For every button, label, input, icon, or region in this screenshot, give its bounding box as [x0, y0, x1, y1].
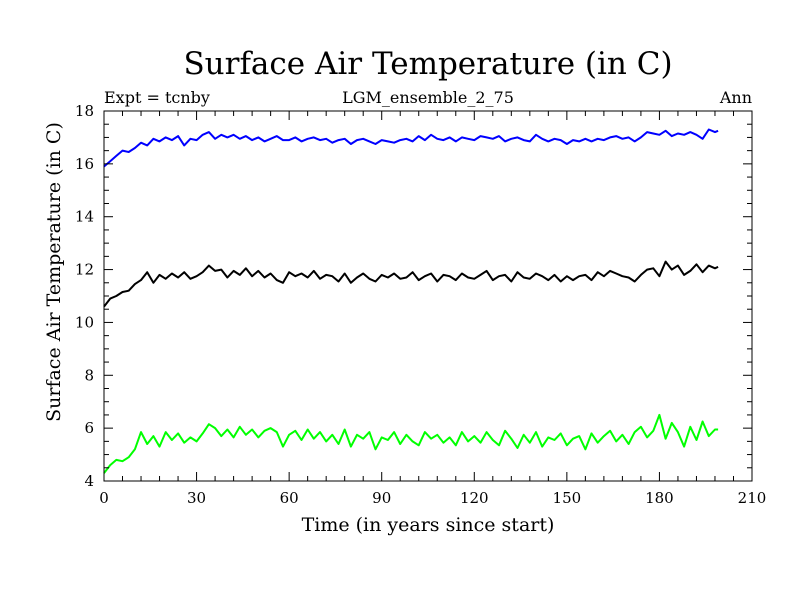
- y-tick-label: 14: [75, 208, 94, 226]
- series-layer: [103, 128, 719, 474]
- expt-label: Expt = tcnby: [104, 88, 210, 107]
- x-tick-label: 210: [738, 489, 767, 507]
- series-line-green: [103, 413, 719, 474]
- x-tick-label: 150: [553, 489, 582, 507]
- x-tick-label: 180: [645, 489, 674, 507]
- chart-title: Surface Air Temperature (in C): [183, 46, 672, 82]
- y-tick-label: 4: [84, 472, 94, 490]
- ensemble-label: LGM_ensemble_2_75: [342, 88, 514, 107]
- x-tick-label: 30: [187, 489, 206, 507]
- series-line-black: [103, 260, 719, 308]
- x-tick-label: 120: [460, 489, 489, 507]
- axes-layer: 0 30 60 90 120 150 180 210 4 6 8 10 12 14 16 18: [75, 102, 766, 507]
- y-tick-label: 8: [84, 366, 94, 384]
- y-tick-label: 16: [75, 155, 94, 173]
- y-tick-label: 12: [75, 261, 94, 279]
- x-tick-label: 0: [99, 489, 109, 507]
- x-axis-label: Time (in years since start): [302, 514, 555, 536]
- x-tick-label: 90: [372, 489, 391, 507]
- y-tick-label: 6: [84, 419, 94, 437]
- y-axis-label: Surface Air Temperature (in C): [43, 122, 65, 422]
- x-tick-label: 60: [280, 489, 299, 507]
- series-line-blue: [103, 128, 719, 168]
- y-tick-label: 10: [75, 313, 94, 331]
- y-tick-label: 18: [75, 102, 94, 120]
- season-label: Ann: [719, 88, 752, 107]
